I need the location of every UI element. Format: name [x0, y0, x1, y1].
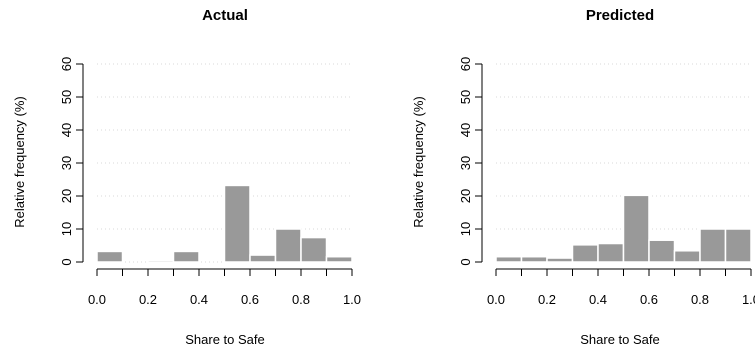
- predicted-ylabel: Relative frequency (%): [411, 96, 426, 228]
- predicted-bar: [571, 244, 599, 263]
- actual-y-tick-label: 60: [59, 57, 74, 71]
- actual-y-tick-label: 50: [59, 90, 74, 104]
- predicted-bar: [520, 255, 548, 263]
- actual-y-tick-label: 10: [59, 222, 74, 236]
- predicted-bar: [546, 257, 574, 263]
- actual-title: Actual: [202, 7, 248, 24]
- actual-y-tick-label: 30: [59, 156, 74, 170]
- actual-y-tick-label: 40: [59, 123, 74, 137]
- predicted-y-tick-label: 30: [458, 156, 473, 170]
- actual-x-tick-label: 0.0: [88, 292, 106, 307]
- actual-bar: [325, 255, 353, 263]
- actual-x-tick-label: 0.8: [292, 292, 310, 307]
- actual-panel: Actual Share to Safe Relative frequency …: [12, 7, 361, 347]
- actual-bar: [96, 250, 124, 263]
- predicted-bar: [699, 228, 727, 263]
- predicted-bar: [597, 242, 625, 263]
- predicted-y-tick-label: 10: [458, 222, 473, 236]
- predicted-y-tick-label: 60: [458, 57, 473, 71]
- predicted-bar: [495, 255, 523, 263]
- actual-x-tick-label: 0.6: [241, 292, 259, 307]
- predicted-x-tick-label: 0.2: [538, 292, 556, 307]
- actual-bar: [172, 250, 200, 263]
- actual-ylabel: Relative frequency (%): [12, 96, 27, 228]
- predicted-x-tick-label: 0.8: [691, 292, 709, 307]
- actual-y-tick-label: 0: [59, 258, 74, 265]
- actual-xlabel: Share to Safe: [185, 332, 265, 347]
- actual-x-tick-label: 0.4: [190, 292, 208, 307]
- predicted-bar: [724, 228, 752, 263]
- actual-y-tick-label: 20: [59, 189, 74, 203]
- actual-bar: [274, 228, 302, 263]
- predicted-y-tick-label: 0: [458, 258, 473, 265]
- predicted-bars: [495, 194, 752, 263]
- predicted-bar: [673, 250, 701, 263]
- predicted-title: Predicted: [586, 7, 654, 24]
- actual-bar: [249, 254, 277, 263]
- predicted-x-tick-label: 1.0: [742, 292, 755, 307]
- actual-x-tick-label: 0.2: [139, 292, 157, 307]
- predicted-bar: [622, 194, 650, 263]
- actual-bar: [300, 236, 328, 263]
- predicted-panel: Predicted Share to Safe Relative frequen…: [411, 7, 755, 347]
- predicted-bar: [648, 239, 676, 263]
- actual-bar: [223, 184, 251, 263]
- predicted-x-tick-label: 0.6: [640, 292, 658, 307]
- actual-bars: [96, 184, 353, 263]
- predicted-x-tick-label: 0.4: [589, 292, 607, 307]
- predicted-y-tick-label: 40: [458, 123, 473, 137]
- actual-bar: [147, 259, 175, 263]
- actual-x-tick-label: 1.0: [343, 292, 361, 307]
- predicted-y-tick-label: 50: [458, 90, 473, 104]
- predicted-xlabel: Share to Safe: [580, 332, 660, 347]
- predicted-x-tick-label: 0.0: [487, 292, 505, 307]
- predicted-y-tick-label: 20: [458, 189, 473, 203]
